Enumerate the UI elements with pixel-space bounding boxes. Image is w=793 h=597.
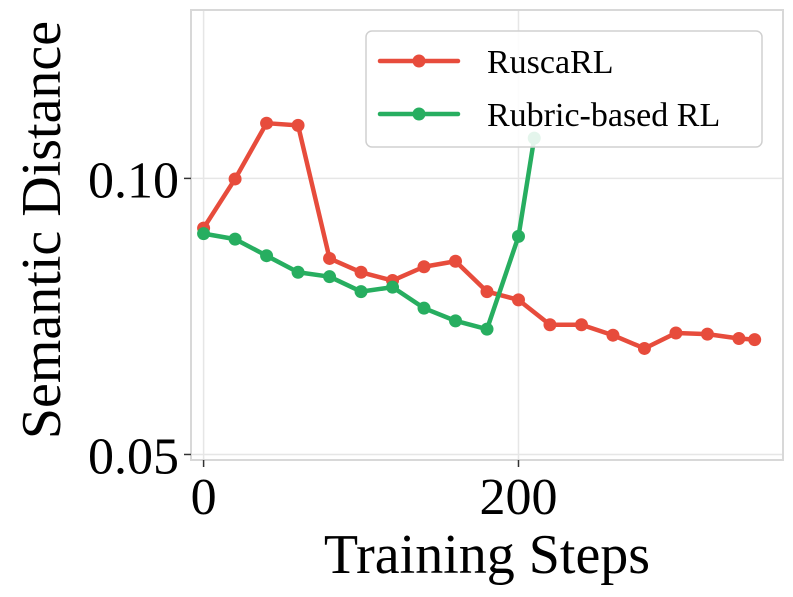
x-tick-label-0: 0 — [191, 469, 217, 526]
series-1-point-1 — [228, 232, 242, 246]
series-1-point-7 — [417, 301, 431, 315]
x-tick-label-1: 200 — [479, 469, 557, 526]
series-0-point-9 — [480, 285, 494, 299]
series-1-point-5 — [354, 285, 368, 299]
series-0-point-7 — [417, 260, 431, 274]
series-0-point-1 — [228, 172, 242, 186]
y-tick-label-1: 0.10 — [88, 152, 179, 209]
series-0-point-15 — [669, 326, 683, 340]
series-0-point-5 — [354, 265, 368, 279]
plot-frame — [190, 9, 784, 461]
y-axis-title: Semantic Distance — [11, 21, 73, 439]
legend-box — [365, 30, 763, 148]
series-1-point-9 — [480, 322, 494, 336]
legend-swatch-marker-1 — [412, 107, 426, 121]
series-1-point-10 — [511, 229, 525, 243]
series-line-1 — [201, 135, 537, 332]
series-0-point-4 — [323, 251, 337, 265]
series-1-point-8 — [449, 314, 463, 328]
series-1-point-0 — [197, 227, 211, 241]
series-0-point-2 — [260, 116, 274, 130]
legend-label-0: RuscaRL — [487, 44, 614, 81]
series-1-point-6 — [386, 280, 400, 294]
series-1-point-3 — [291, 265, 305, 279]
series-0-point-12 — [574, 318, 588, 332]
series-0-point-18 — [748, 333, 762, 347]
y-tick-label-0: 0.05 — [88, 428, 179, 485]
series-0-point-14 — [637, 341, 651, 355]
series-0-point-3 — [291, 118, 305, 132]
series-0-point-17 — [732, 332, 746, 346]
series-0-point-13 — [606, 328, 620, 342]
series-line-0 — [201, 120, 757, 351]
series-0-point-10 — [511, 293, 525, 307]
series-0-point-11 — [543, 318, 557, 332]
series-1-point-4 — [323, 270, 337, 284]
series-0-point-16 — [700, 327, 714, 341]
series-0-point-8 — [449, 254, 463, 268]
x-axis-title: Training Steps — [324, 524, 650, 586]
legend-swatch-marker-0 — [412, 54, 426, 68]
series-1-point-2 — [260, 249, 274, 263]
legend-label-1: Rubric-based RL — [487, 97, 720, 134]
